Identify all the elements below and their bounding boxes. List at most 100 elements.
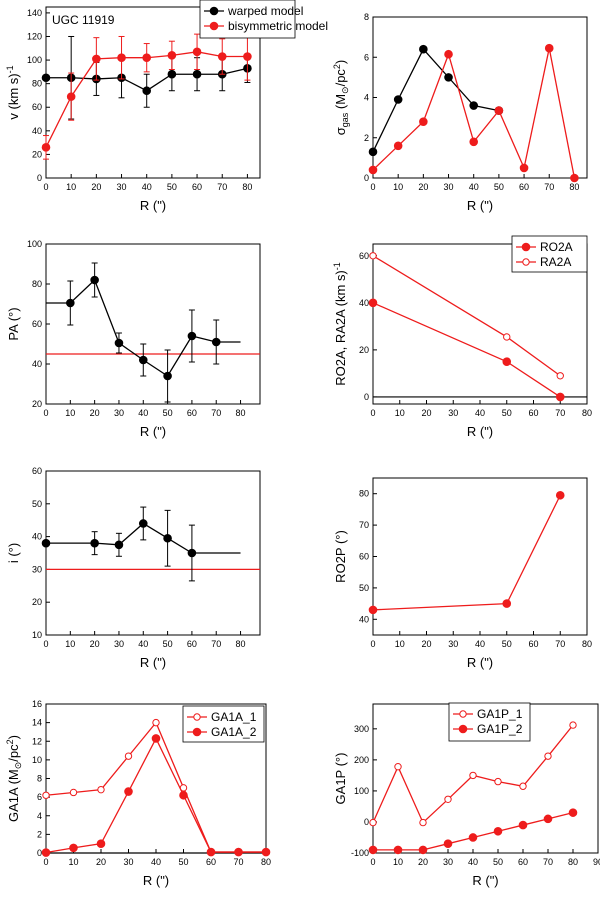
data-point-PA <box>187 331 197 341</box>
x-tick-label: 40 <box>475 639 485 649</box>
data-point-bisymmetric model <box>142 53 152 63</box>
data-point-GA1P_1 <box>444 795 452 803</box>
data-point-red <box>469 137 479 147</box>
data-point-bisymmetric model <box>192 47 202 57</box>
data-point-GA1A_2 <box>261 847 271 857</box>
y-tick-label: 0 <box>364 817 369 827</box>
data-point-GA1P_2 <box>368 845 378 855</box>
plot-frame <box>45 243 261 405</box>
data-point-PA <box>90 275 99 285</box>
x-tick-label: 50 <box>502 639 512 649</box>
y-tick-label: 20 <box>359 345 369 355</box>
x-tick-label: 70 <box>217 182 227 192</box>
x-tick-label: 20 <box>421 639 431 649</box>
data-point-black <box>368 147 378 157</box>
y-tick-label: 0 <box>364 392 369 402</box>
data-point-red <box>519 163 529 173</box>
data-point-PA <box>66 298 75 308</box>
x-tick-label: 0 <box>43 639 48 649</box>
data-point-red <box>368 165 378 175</box>
data-point-GA1P_2 <box>418 845 428 855</box>
y-axis-label: GA1P (°) <box>333 753 348 805</box>
data-point-GA1P_1 <box>419 818 427 827</box>
x-tick-label: 70 <box>544 182 554 192</box>
data-point-red <box>419 117 428 126</box>
legend-marker <box>459 710 467 718</box>
x-tick-label: 80 <box>582 408 592 418</box>
y-tick-label: 60 <box>32 319 42 329</box>
data-point-RO2P <box>502 599 512 608</box>
data-point-RA2A <box>556 372 564 380</box>
x-tick-label: 10 <box>393 182 403 192</box>
y-tick-label: 2 <box>364 133 369 143</box>
x-tick-label: 0 <box>370 408 375 418</box>
data-point-GA1P_2 <box>543 814 553 824</box>
x-tick-label: 50 <box>502 408 512 418</box>
x-tick-label: 80 <box>569 182 579 192</box>
data-point-GA1A_2 <box>96 839 106 848</box>
data-point-GA1P_2 <box>443 839 453 848</box>
legend-marker <box>193 713 201 721</box>
y-tick-label: 30 <box>32 564 42 574</box>
data-point-black <box>444 73 453 82</box>
data-point-RO2A <box>368 298 378 308</box>
x-tick-label: 90 <box>593 857 600 867</box>
x-tick-label: 50 <box>163 639 173 649</box>
data-point-GA1P_2 <box>518 820 528 830</box>
data-point-GA1P_1 <box>519 782 527 790</box>
data-point-GA1A_2 <box>234 847 243 857</box>
data-point-RA2A <box>503 333 511 341</box>
data-point-red <box>444 49 453 59</box>
y-axis-label: RO2P (°) <box>333 530 348 583</box>
y-axis-label: PA (°) <box>6 307 21 340</box>
y-tick-label: 80 <box>32 279 42 289</box>
x-tick-label: 60 <box>206 857 216 867</box>
y-tick-label: 40 <box>32 359 42 369</box>
data-point-GA1P_1 <box>569 721 577 729</box>
x-tick-label: 70 <box>555 639 565 649</box>
y-axis-label: i (°) <box>6 543 21 563</box>
x-tick-label: 20 <box>418 182 428 192</box>
x-tick-label: 40 <box>151 857 161 867</box>
x-axis-label: R (") <box>467 655 493 670</box>
y-tick-label: 40 <box>359 298 369 308</box>
x-tick-label: 80 <box>242 182 252 192</box>
series-line-red <box>372 48 576 179</box>
x-tick-label: 0 <box>370 857 375 867</box>
x-tick-label: 30 <box>448 408 458 418</box>
x-tick-label: 50 <box>163 408 173 418</box>
data-point-GA1P_1 <box>394 763 402 771</box>
x-tick-label: 10 <box>393 857 403 867</box>
x-axis-label: R (") <box>140 424 166 439</box>
panel-ga1a: 0 10 20 30 40 50 60 70 80 0 2 4 6 8 10 12 14 16 R (") GA1A … <box>5 699 271 888</box>
x-tick-label: 30 <box>114 408 124 418</box>
x-tick-label: 70 <box>555 408 565 418</box>
plot-frame <box>45 6 261 179</box>
y-tick-label: 80 <box>32 79 42 89</box>
data-point-warped model <box>142 86 152 96</box>
data-point-bisymmetric model <box>167 51 177 60</box>
data-point-warped model <box>167 69 177 79</box>
x-tick-label: 80 <box>568 857 578 867</box>
data-point-bisymmetric model <box>243 52 252 61</box>
y-tick-label: 12 <box>32 736 42 746</box>
legend-marker <box>209 21 219 31</box>
series-line-GA1A_2 <box>45 737 266 854</box>
legend-label: warped model <box>227 4 303 18</box>
y-tick-label: 200 <box>354 755 369 765</box>
y-tick-label: 0 <box>37 848 42 858</box>
y-tick-label: 14 <box>32 718 42 728</box>
data-point-GA1A_2 <box>151 734 161 743</box>
x-tick-label: 80 <box>261 857 271 867</box>
legend-label: GA1P_2 <box>477 722 523 736</box>
plot-frame <box>372 16 588 179</box>
data-point-bisymmetric model <box>217 52 227 61</box>
data-point-GA1A_1 <box>69 788 78 797</box>
x-tick-label: 10 <box>395 408 405 418</box>
data-point-GA1A_1 <box>124 752 133 760</box>
x-axis-label: R (") <box>140 198 166 213</box>
y-tick-label: 6 <box>364 52 369 62</box>
data-point-GA1P_2 <box>568 808 578 817</box>
data-point-GA1P_1 <box>469 771 477 780</box>
